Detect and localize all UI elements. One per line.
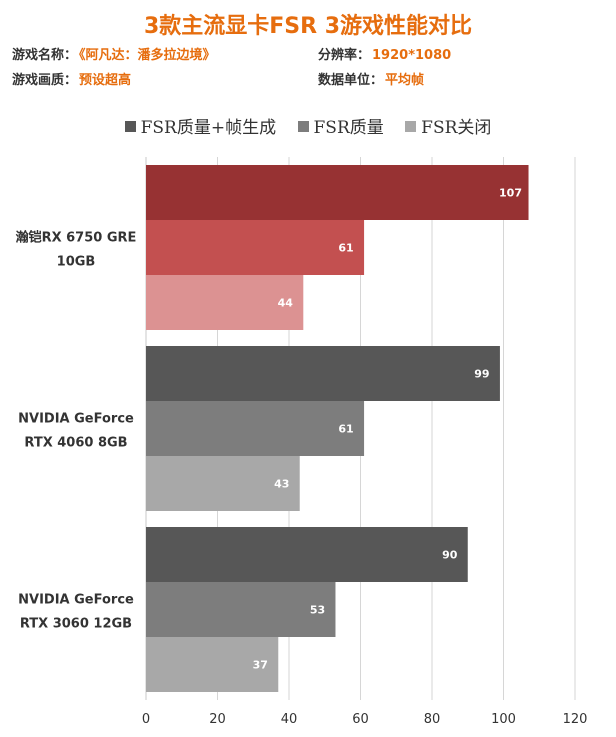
data-label: 61 (338, 242, 353, 255)
game-name-row: 游戏名称： 《阿凡达：潘多拉边境》 (12, 44, 216, 63)
category-label: NVIDIA GeForce (18, 593, 134, 608)
legend-label: FSR关闭 (421, 118, 492, 138)
resolution-key: 分辨率： (318, 48, 371, 63)
quality-value: 预设超高 (79, 73, 132, 88)
chart-title: 3款主流显卡FSR 3游戏性能对比 (143, 14, 473, 39)
x-tick-label: 20 (209, 712, 226, 727)
x-tick-label: 120 (563, 712, 588, 727)
data-label: 90 (442, 549, 458, 562)
unit-value: 平均帧 (385, 73, 425, 88)
legend-label: FSR质量 (313, 118, 384, 138)
data-label: 53 (310, 604, 325, 617)
x-tick-label: 80 (424, 712, 441, 727)
bar (146, 220, 365, 275)
unit-row: 数据单位： 平均帧 (318, 69, 424, 88)
bar (146, 456, 300, 511)
bar (146, 275, 304, 330)
x-tick-label: 40 (281, 712, 298, 727)
legend-item-fsr-quality: FSR质量 (297, 113, 384, 138)
data-label: 44 (278, 297, 294, 310)
bar (146, 582, 336, 637)
chart-legend: FSR质量+帧生成 FSR质量 FSR关闭 (0, 113, 616, 138)
resolution-value: 1920*1080 (372, 48, 452, 63)
game-name-value: 《阿凡达：潘多拉边境》 (79, 48, 216, 63)
legend-label: FSR质量+帧生成 (140, 118, 277, 138)
bar (146, 401, 365, 456)
quality-row: 游戏画质： 预设超高 (12, 69, 131, 88)
category-label: RTX 3060 12GB (20, 617, 132, 632)
x-tick-label: 100 (491, 712, 516, 727)
category-label: 瀚铠RX 6750 GRE (16, 230, 137, 246)
bar (146, 527, 468, 582)
category-label: NVIDIA GeForce (18, 412, 134, 427)
legend-swatch (405, 121, 417, 132)
quality-key: 游戏画质： (12, 73, 78, 88)
legend-item-fsr-quality-framegen: FSR质量+帧生成 (124, 113, 277, 138)
data-label: 43 (274, 478, 289, 491)
resolution-row: 分辨率： 1920*1080 (318, 44, 451, 63)
bar (146, 637, 279, 692)
legend-swatch (124, 121, 136, 132)
legend-swatch (297, 121, 309, 132)
data-label: 61 (338, 423, 353, 436)
x-tick-label: 60 (352, 712, 369, 727)
x-tick-label: 0 (142, 712, 150, 727)
bar (146, 165, 529, 220)
data-label: 107 (499, 187, 522, 200)
game-name-key: 游戏名称： (12, 48, 78, 63)
data-label: 99 (474, 368, 489, 381)
legend-item-fsr-off: FSR关闭 (405, 113, 491, 138)
bar (146, 346, 500, 401)
unit-key: 数据单位： (318, 73, 384, 88)
data-label: 37 (253, 659, 268, 672)
category-label: 10GB (57, 255, 96, 270)
category-label: RTX 4060 8GB (24, 436, 127, 451)
